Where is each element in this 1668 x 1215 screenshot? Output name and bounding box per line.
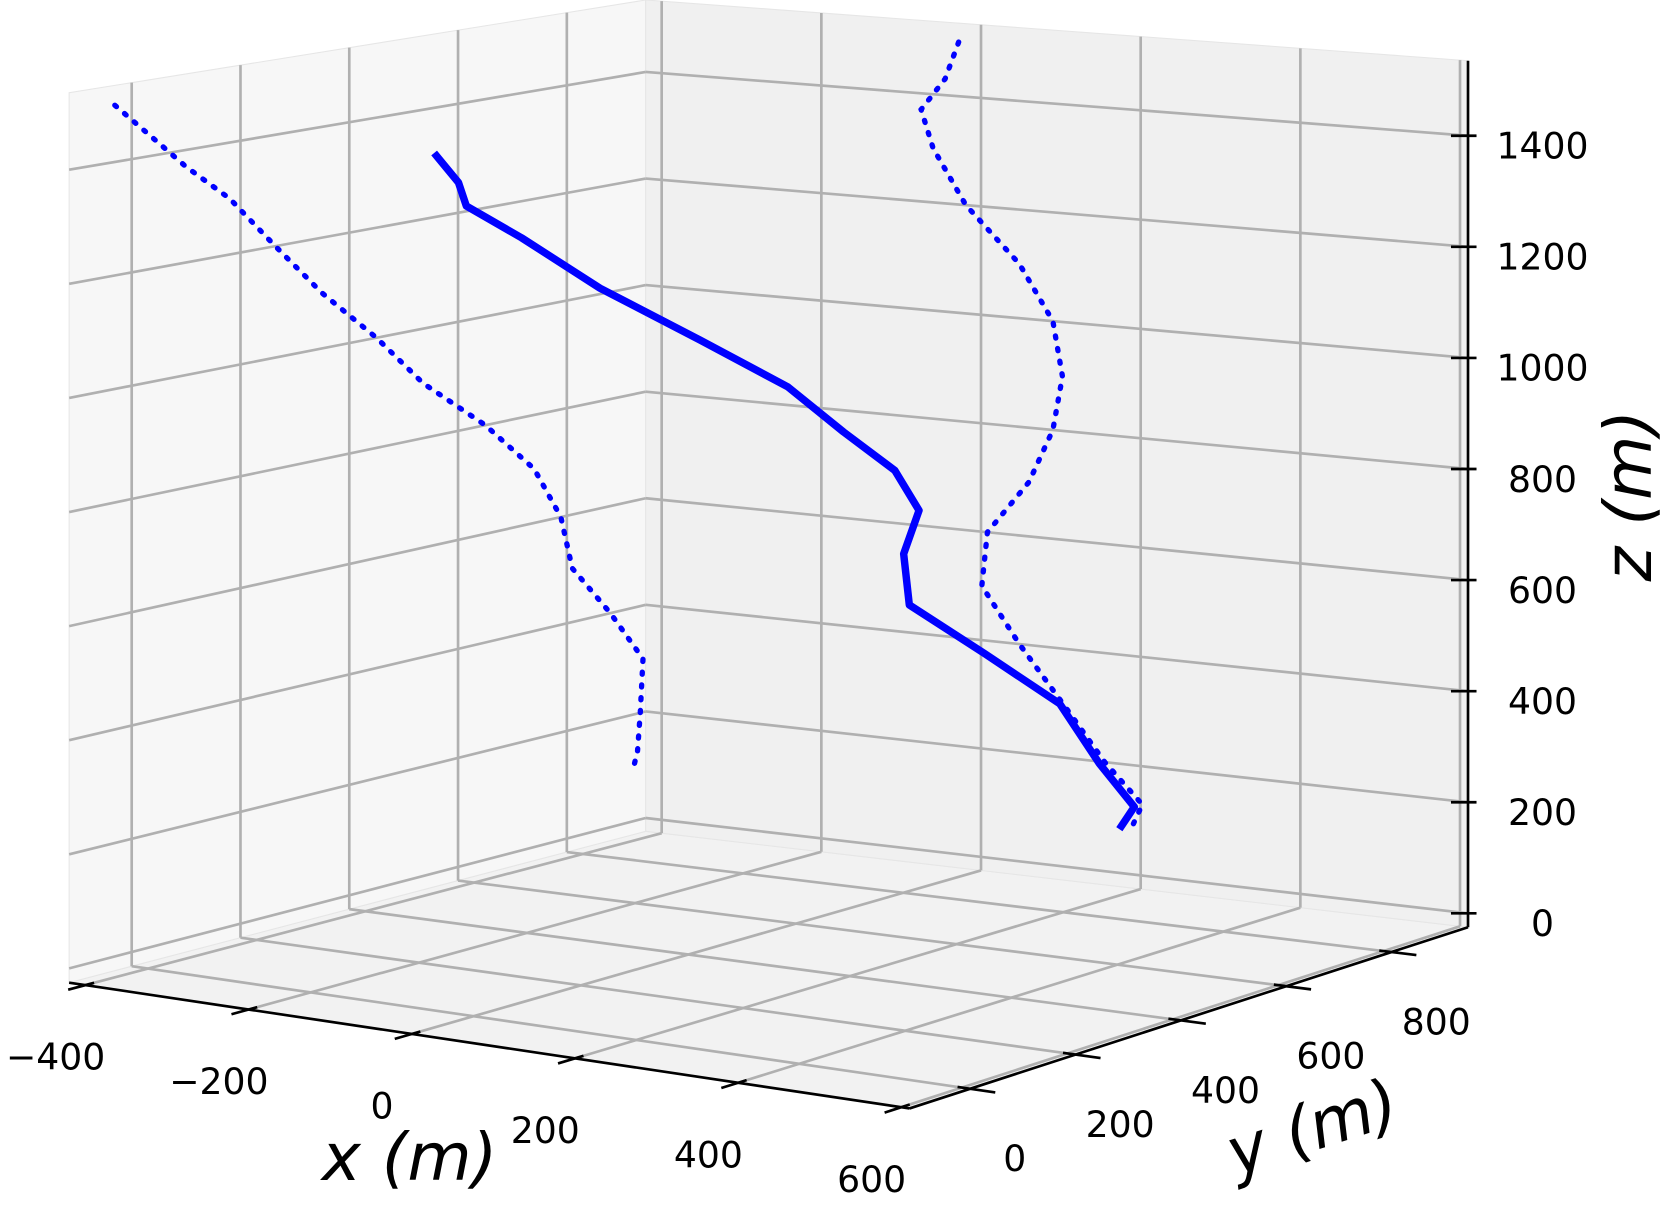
x-tick — [394, 1030, 421, 1041]
z-tick-label: 1000 — [1496, 347, 1588, 390]
grid-line — [645, 710, 1469, 804]
grid-line — [68, 70, 646, 172]
grid-line — [411, 869, 982, 1036]
axes: −400 −200 0 200 400 600 0 200 400 600 800 0 200 400 60… — [6, 60, 1588, 1201]
projection-line — [112, 102, 646, 777]
grid-line — [645, 70, 1469, 138]
x-axis-label: x (m) — [320, 1119, 498, 1196]
y-tick — [1273, 983, 1312, 991]
grid-line — [645, 816, 1469, 915]
y-tick-label: 800 — [1402, 1000, 1471, 1043]
grid-line — [68, 177, 646, 286]
grid-line — [349, 907, 1182, 1022]
x-tick — [557, 1054, 584, 1065]
x-tick-label: −400 — [6, 1036, 105, 1079]
z-tick-label: 400 — [1508, 680, 1577, 723]
x-tick-label: 400 — [674, 1133, 743, 1176]
grid-line — [737, 906, 1301, 1085]
x-tick-label: 200 — [511, 1109, 580, 1152]
y-tick — [1379, 949, 1417, 957]
grid-line — [574, 887, 1142, 1060]
x-tick-label: 0 — [371, 1085, 394, 1128]
grid-line — [131, 964, 971, 1091]
grid-line — [645, 603, 1469, 693]
grid-line — [645, 390, 1469, 471]
x-axis — [68, 981, 910, 1110]
y-axis — [909, 925, 1469, 1110]
grid-line — [248, 850, 822, 1011]
grid-line — [68, 603, 647, 742]
y-tick-label: 600 — [1296, 1035, 1365, 1078]
x-tick — [720, 1078, 748, 1090]
y-tick-label: 0 — [1003, 1137, 1026, 1180]
trajectory-line — [431, 150, 1139, 832]
grid-line — [240, 936, 1076, 1056]
z-tick-label: 600 — [1508, 569, 1577, 612]
z-axis-label: z (m) — [1590, 410, 1667, 583]
grid-line — [457, 879, 1287, 988]
grid-line — [68, 283, 646, 400]
grid-line — [566, 850, 1392, 954]
grid — [68, 1, 1469, 1109]
x-tick — [884, 1103, 911, 1114]
y-tick — [1168, 1017, 1206, 1026]
y-tick — [957, 1085, 996, 1094]
y-tick-label: 400 — [1191, 1069, 1260, 1112]
panes — [68, 0, 1469, 1109]
grid-line — [85, 831, 663, 987]
grid-line — [68, 710, 647, 856]
x-tick-label: 600 — [837, 1158, 906, 1201]
x-tick — [231, 1005, 258, 1016]
z-tick-label: 1200 — [1496, 236, 1588, 279]
grid-line — [645, 177, 1469, 249]
y-tick-label: 200 — [1086, 1103, 1155, 1146]
left-pane — [68, 0, 647, 984]
grid-line — [645, 496, 1469, 582]
z-tick-label: 800 — [1508, 458, 1577, 501]
z-tick-label: 0 — [1531, 902, 1554, 945]
grid-line — [645, 283, 1469, 360]
grid-line — [900, 925, 1461, 1109]
z-tick-label: 1400 — [1496, 125, 1588, 168]
z-tick-label: 200 — [1508, 791, 1577, 834]
grid-line — [68, 390, 646, 514]
x-tick-label: −200 — [169, 1060, 268, 1103]
y-tick — [1062, 1051, 1101, 1060]
marks — [112, 39, 1146, 832]
grid-line — [68, 496, 646, 628]
x-tick — [67, 981, 95, 991]
grid-line — [68, 816, 647, 970]
